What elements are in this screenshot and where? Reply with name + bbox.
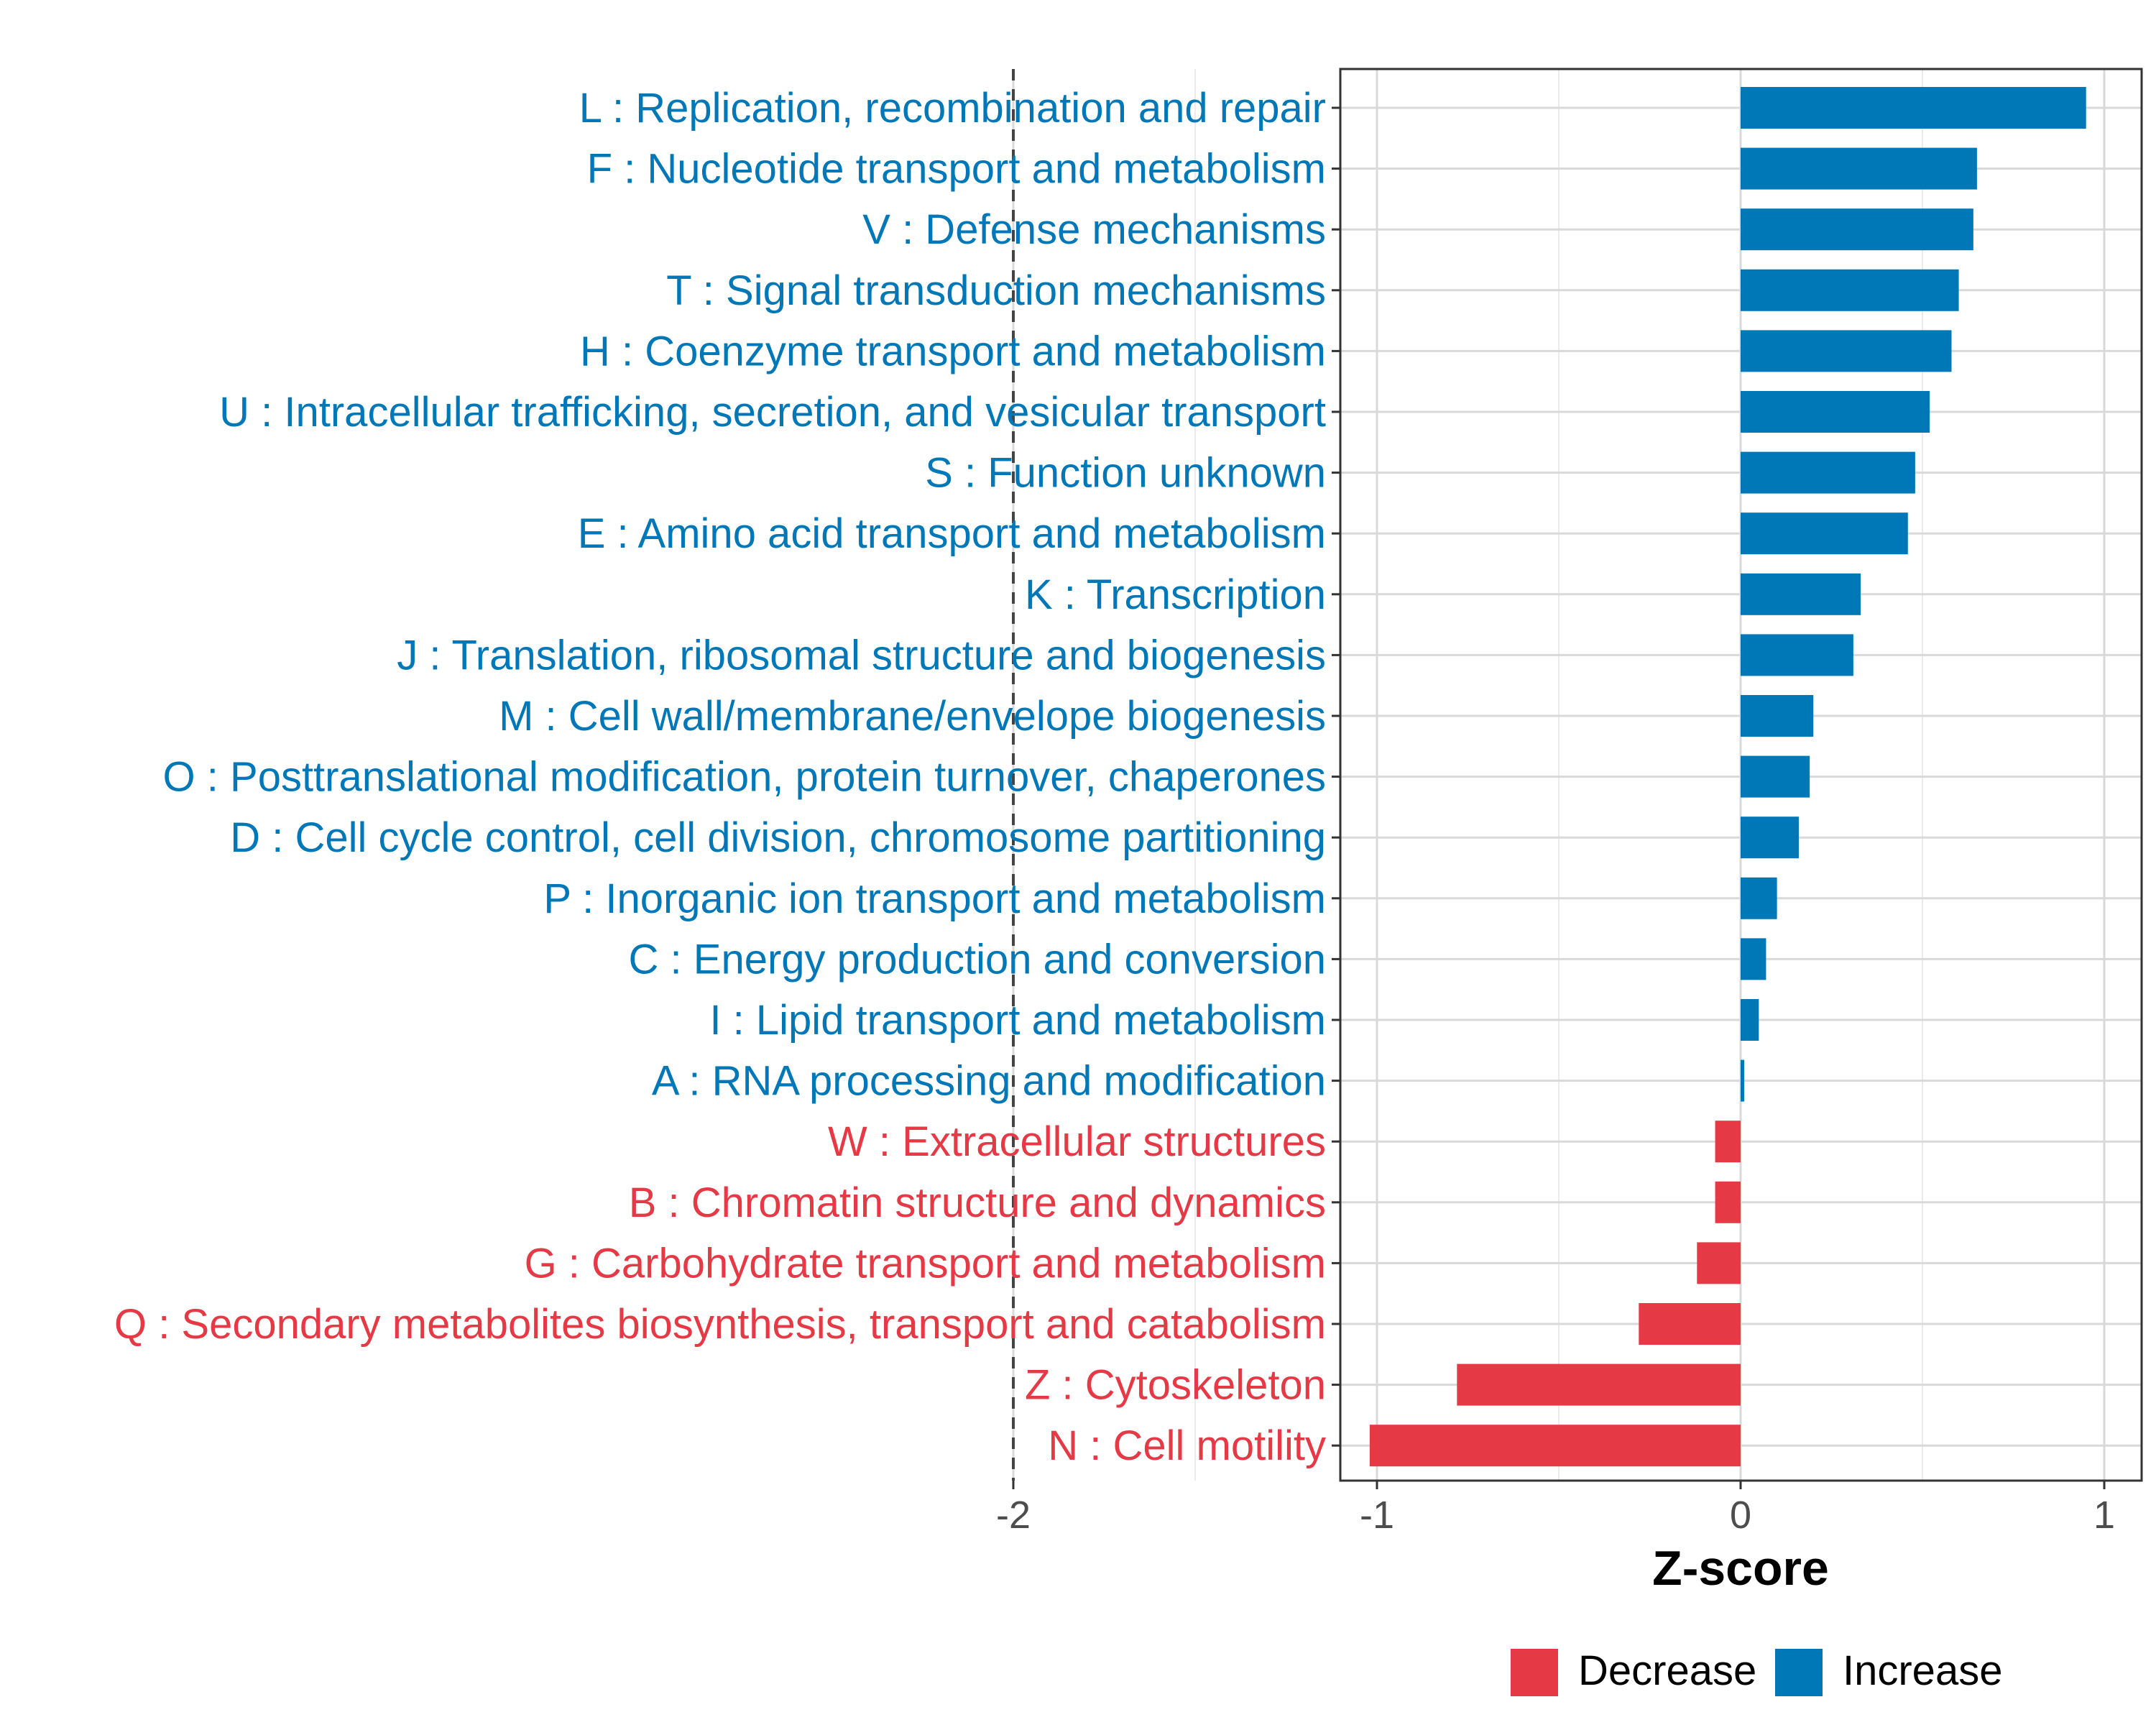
bar-g (1697, 1242, 1741, 1284)
bar-i (1741, 999, 1759, 1041)
category-label: B : Chromatin structure and dynamics (629, 1179, 1326, 1226)
bar-v (1741, 208, 1973, 251)
bar-d (1741, 816, 1799, 859)
category-label: I : Lipid transport and metabolism (709, 997, 1326, 1044)
category-label: A : RNA processing and modification (652, 1058, 1326, 1105)
bar-k (1741, 573, 1861, 615)
bar-n (1369, 1425, 1741, 1467)
x-tick-label: -1 (1360, 1494, 1394, 1537)
bar-s (1741, 451, 1915, 494)
category-label: E : Amino acid transport and metabolism (578, 510, 1326, 557)
x-tick-label: 0 (1730, 1494, 1751, 1537)
legend: Decrease Increase (1511, 1647, 2002, 1696)
legend-key-decrease (1511, 1649, 1558, 1696)
x-axis-title: Z-score (1652, 1541, 1829, 1596)
x-tick-label: 1 (2093, 1494, 2115, 1537)
bar-t (1741, 269, 1959, 311)
category-label: D : Cell cycle control, cell division, c… (230, 814, 1326, 861)
legend-label-decrease: Decrease (1578, 1647, 1756, 1694)
category-label: K : Transcription (1025, 571, 1326, 618)
legend-key-increase (1775, 1649, 1823, 1696)
category-label: W : Extracellular structures (828, 1118, 1326, 1165)
category-label: Z : Cytoskeleton (1025, 1362, 1326, 1409)
category-label: M : Cell wall/membrane/envelope biogenes… (499, 693, 1326, 740)
category-label: J : Translation, ribosomal structure and… (397, 632, 1326, 678)
bar-e (1741, 512, 1908, 555)
category-label: U : Intracellular trafficking, secretion… (219, 389, 1326, 436)
bar-z (1457, 1363, 1741, 1406)
y-axis-ticks (1332, 106, 1340, 1447)
bar-f (1741, 147, 1977, 190)
bar-a (1741, 1059, 1745, 1102)
category-label: V : Defense mechanisms (862, 206, 1326, 253)
bar-w (1715, 1121, 1741, 1163)
bar-h (1741, 330, 1952, 372)
category-label: O : Posttranslational modification, prot… (163, 754, 1326, 801)
bars (1369, 87, 2086, 1467)
category-label: N : Cell motility (1048, 1422, 1326, 1469)
category-label: F : Nucleotide transport and metabolism (587, 146, 1326, 193)
x-tick-label: -2 (996, 1494, 1031, 1537)
category-label: T : Signal transduction mechanisms (666, 267, 1326, 314)
bar-u (1741, 391, 1930, 433)
bar-p (1741, 877, 1777, 919)
bar-m (1741, 695, 1814, 737)
bar-c (1741, 938, 1766, 980)
bar-o (1741, 755, 1810, 798)
category-labels: L : Replication, recombination and repai… (114, 85, 1326, 1469)
category-label: C : Energy production and conversion (629, 936, 1326, 983)
category-label: G : Carbohydrate transport and metabolis… (525, 1240, 1326, 1287)
category-label: S : Function unknown (925, 450, 1326, 497)
category-label: L : Replication, recombination and repai… (579, 85, 1326, 132)
bar-j (1741, 634, 1853, 676)
category-label: P : Inorganic ion transport and metaboli… (543, 875, 1326, 922)
category-label: Q : Secondary metabolites biosynthesis, … (114, 1301, 1326, 1348)
bar-q (1639, 1303, 1741, 1345)
bar-l (1741, 87, 2086, 129)
x-axis-ticks: -2-1012 (996, 1481, 2115, 1537)
legend-label-increase: Increase (1843, 1647, 2002, 1694)
reference-lines (1012, 69, 1015, 1481)
bar-b (1715, 1181, 1741, 1223)
category-label: H : Coenzyme transport and metabolism (580, 328, 1326, 374)
